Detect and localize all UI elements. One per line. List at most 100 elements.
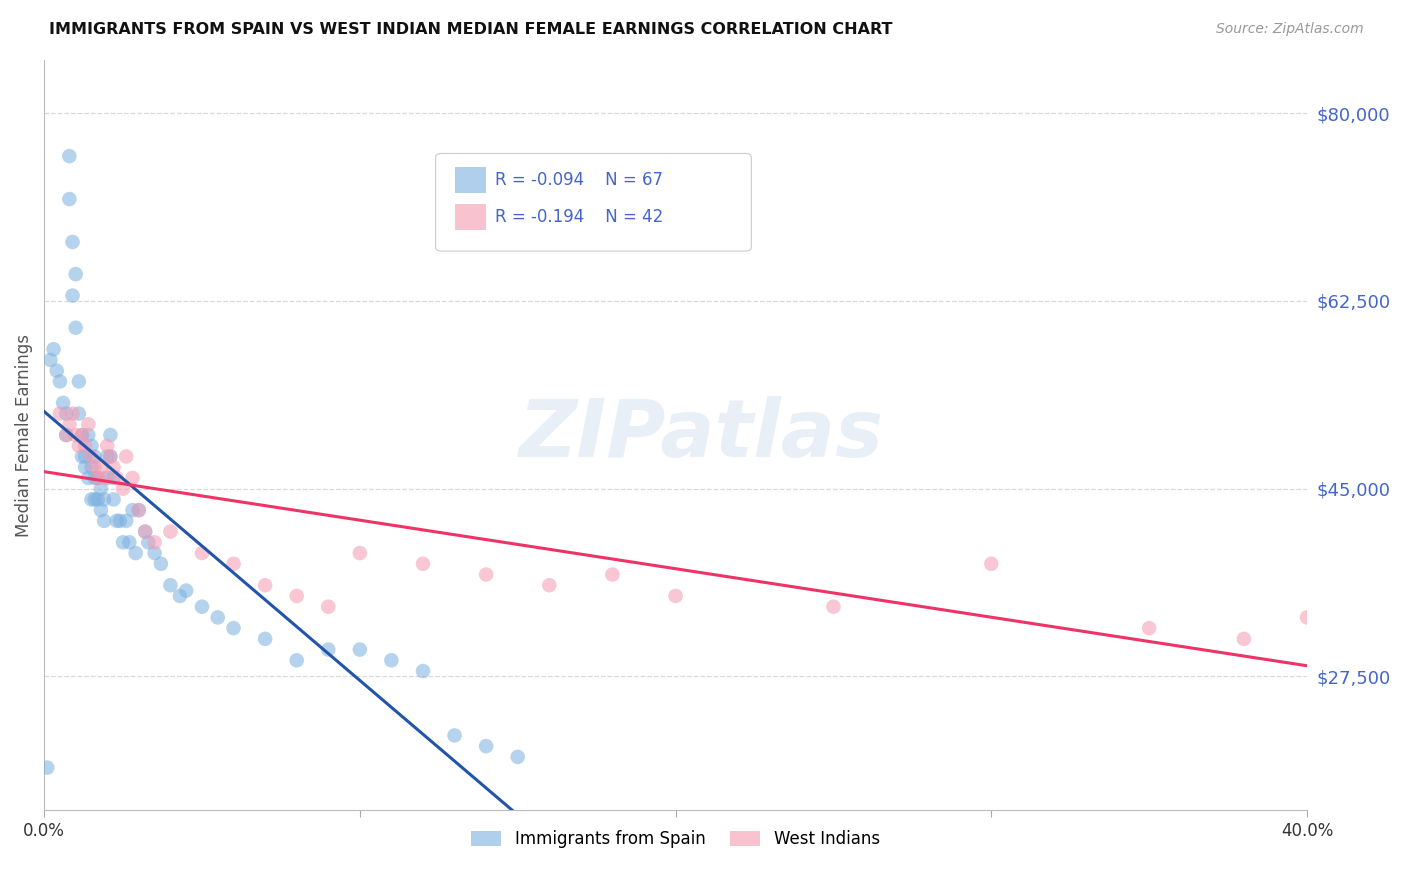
Point [90, 460, 112, 475]
Point [39, 353, 62, 368]
Point [75, 460, 97, 475]
Point [254, 578, 277, 592]
Point [222, 557, 245, 571]
Point [87, 492, 110, 507]
Point [80, 439, 103, 453]
Point [149, 557, 172, 571]
Point [475, 567, 498, 582]
Point [93, 492, 115, 507]
Point [105, 471, 128, 485]
Point [121, 503, 143, 517]
Point [105, 514, 128, 528]
Legend: Immigrants from Spain, West Indians: Immigrants from Spain, West Indians [464, 823, 887, 855]
FancyBboxPatch shape [436, 153, 751, 251]
Point [58, 192, 80, 206]
Point [174, 583, 197, 598]
Point [90, 482, 112, 496]
Point [55, 407, 77, 421]
Point [75, 450, 97, 464]
Point [112, 482, 135, 496]
Point [134, 524, 156, 539]
Point [103, 460, 125, 475]
Point [93, 514, 115, 528]
Point [55, 428, 77, 442]
Point [49, 407, 72, 421]
Point [349, 642, 371, 657]
Point [96, 471, 118, 485]
Point [103, 492, 125, 507]
Point [443, 728, 465, 742]
Point [58, 149, 80, 163]
Point [664, 589, 686, 603]
Y-axis label: Median Female Earnings: Median Female Earnings [15, 334, 32, 537]
Point [285, 653, 308, 667]
Point [191, 599, 214, 614]
Point [77, 471, 100, 485]
Point [87, 471, 110, 485]
Point [83, 471, 105, 485]
Point [67, 439, 90, 453]
Point [70, 428, 93, 442]
Point [143, 535, 166, 549]
Bar [454, 167, 486, 193]
Point [412, 557, 434, 571]
Point [67, 407, 90, 421]
Point [207, 610, 229, 624]
Point [42, 343, 65, 357]
Point [90, 503, 112, 517]
Point [80, 492, 103, 507]
Point [134, 524, 156, 539]
Point [70, 450, 93, 464]
Point [77, 417, 100, 432]
Point [55, 428, 77, 442]
Point [49, 375, 72, 389]
Point [115, 514, 138, 528]
Text: Source: ZipAtlas.com: Source: ZipAtlas.com [1216, 22, 1364, 37]
Point [80, 450, 103, 464]
Point [100, 450, 122, 464]
Point [191, 546, 214, 560]
Text: R = -0.094    N = 67: R = -0.094 N = 67 [495, 170, 664, 189]
Point [115, 450, 138, 464]
Point [83, 450, 105, 464]
Point [412, 664, 434, 678]
Point [222, 621, 245, 635]
Point [62, 288, 84, 302]
Point [100, 428, 122, 442]
Point [87, 471, 110, 485]
Point [80, 460, 103, 475]
Point [70, 428, 93, 442]
Point [538, 578, 561, 592]
Point [103, 471, 125, 485]
Point [136, 535, 159, 549]
Point [285, 589, 308, 603]
Point [37, 761, 59, 775]
Point [62, 407, 84, 421]
Point [1296, 610, 1319, 624]
Point [602, 567, 624, 582]
Point [1137, 621, 1160, 635]
Point [143, 546, 166, 560]
Point [62, 235, 84, 249]
Text: R = -0.194    N = 42: R = -0.194 N = 42 [495, 209, 664, 227]
Text: IMMIGRANTS FROM SPAIN VS WEST INDIAN MEDIAN FEMALE EARNINGS CORRELATION CHART: IMMIGRANTS FROM SPAIN VS WEST INDIAN MED… [49, 22, 893, 37]
Point [45, 364, 67, 378]
Point [67, 375, 90, 389]
Point [112, 535, 135, 549]
Point [52, 396, 75, 410]
Point [108, 514, 131, 528]
Point [1233, 632, 1256, 646]
Point [506, 749, 529, 764]
Point [159, 524, 181, 539]
Point [77, 428, 100, 442]
Point [65, 320, 87, 334]
Text: ZIPatlas: ZIPatlas [519, 396, 883, 474]
Point [316, 642, 339, 657]
Point [75, 439, 97, 453]
Point [124, 546, 146, 560]
Point [121, 471, 143, 485]
Point [475, 739, 498, 753]
Point [93, 471, 115, 485]
Point [128, 503, 150, 517]
Point [58, 417, 80, 432]
